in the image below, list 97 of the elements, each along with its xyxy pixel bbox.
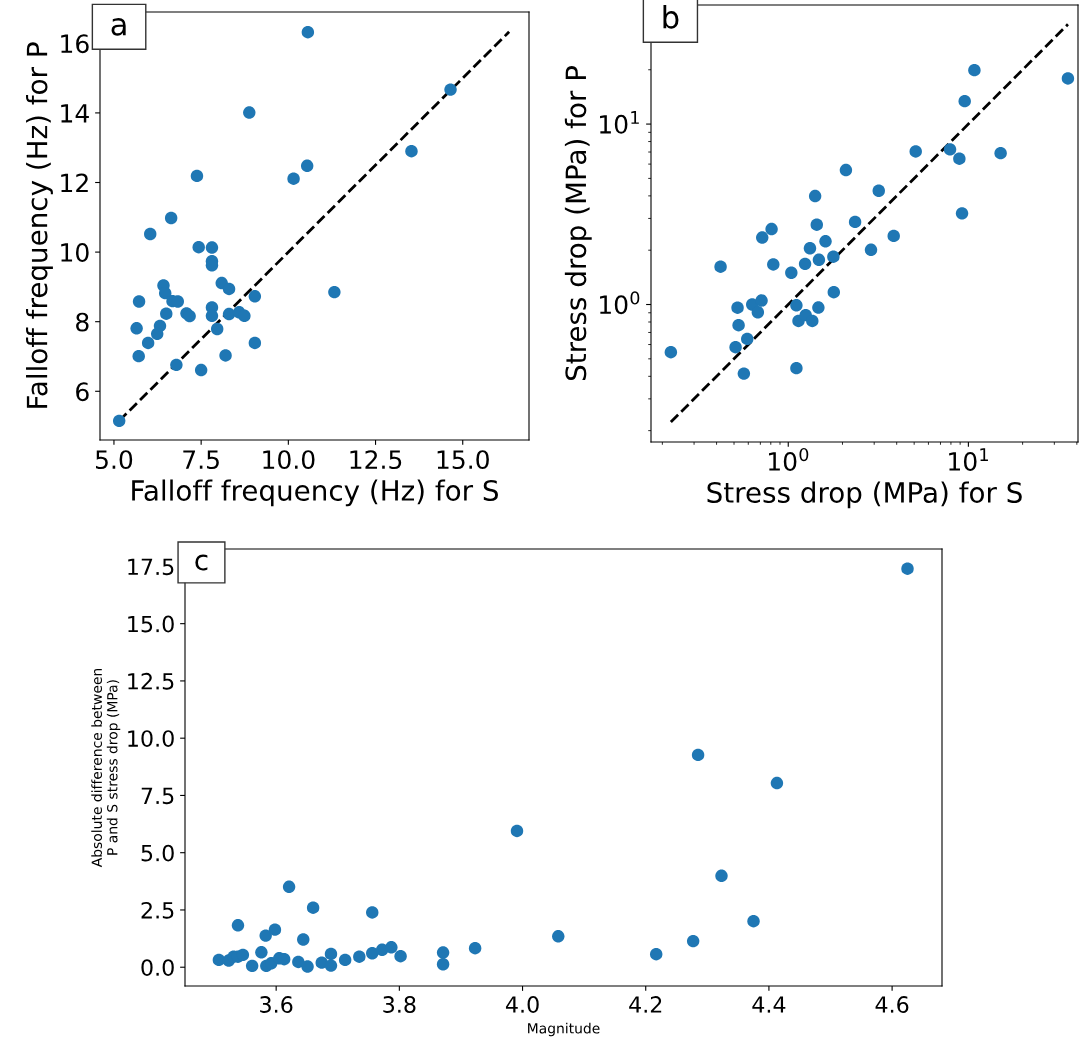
point xyxy=(405,144,418,158)
point xyxy=(649,947,663,961)
point xyxy=(245,959,259,973)
point xyxy=(468,942,482,955)
y-tick-label: 12.5 xyxy=(128,672,174,690)
point xyxy=(770,776,784,790)
point xyxy=(205,241,219,254)
point xyxy=(301,960,314,973)
point xyxy=(552,930,565,943)
point xyxy=(385,941,398,954)
point xyxy=(222,307,236,321)
point xyxy=(444,83,457,96)
point xyxy=(141,336,155,350)
annotation: c xyxy=(195,554,208,571)
point xyxy=(248,290,262,303)
point xyxy=(144,227,157,241)
point xyxy=(366,947,379,960)
point xyxy=(255,946,268,959)
point xyxy=(132,295,146,308)
point xyxy=(238,309,251,322)
x-tick-label: 10$^{1}$ xyxy=(949,448,988,471)
y-axis-title: Absolute difference between P and S stress drop (MPa) xyxy=(91,668,121,868)
point xyxy=(150,327,164,341)
y-tick-label: 16 xyxy=(61,34,89,54)
point xyxy=(297,933,310,946)
x-axis-title: Stress drop (MPa) for S xyxy=(707,481,1022,509)
y-tick-label: 15.0 xyxy=(128,615,174,633)
point xyxy=(436,958,450,971)
point xyxy=(747,914,760,928)
point xyxy=(130,322,143,335)
y-tick-label: 0.0 xyxy=(141,959,174,976)
point xyxy=(324,959,338,972)
x-tick-label: 4.2 xyxy=(629,996,662,1013)
point xyxy=(901,562,914,575)
y-tick-label: 2.5 xyxy=(141,901,174,919)
point xyxy=(686,934,700,948)
x-tick-label: 12.5 xyxy=(350,450,402,470)
x-axis-title: Falloff frequency (Hz) for S xyxy=(132,479,498,507)
point xyxy=(259,929,272,942)
point xyxy=(306,901,320,914)
point xyxy=(300,159,314,173)
x-tick-label: 4.4 xyxy=(752,996,786,1013)
point xyxy=(282,880,296,894)
point xyxy=(231,919,245,932)
point xyxy=(328,285,341,299)
point xyxy=(210,322,224,336)
x-tick-label: 5.0 xyxy=(96,450,133,470)
point xyxy=(715,869,728,883)
y-tick-label: 14 xyxy=(61,104,89,123)
y-tick-label: 7.5 xyxy=(141,787,174,805)
x-tick-label: 4.0 xyxy=(505,996,539,1013)
x-tick-label: 4.6 xyxy=(875,996,909,1013)
point xyxy=(219,349,232,362)
point xyxy=(159,286,172,300)
point xyxy=(366,906,379,919)
y-tick-label: 10.0 xyxy=(128,730,174,747)
point xyxy=(112,414,126,428)
x-tick-label: 7.5 xyxy=(183,450,219,470)
x-tick-label: 3.6 xyxy=(260,996,293,1013)
x-tick-label: 10.0 xyxy=(263,450,315,470)
x-tick-label: 3.8 xyxy=(383,996,416,1013)
x-axis-title: Magnitude xyxy=(528,1022,600,1037)
point xyxy=(190,169,204,183)
point xyxy=(287,172,300,185)
point xyxy=(192,241,205,254)
y-tick-label: 17.5 xyxy=(128,558,174,576)
point xyxy=(164,211,178,225)
y-tick-label: 5.0 xyxy=(141,844,174,862)
point xyxy=(248,336,262,350)
point xyxy=(353,950,366,963)
y-tick-label: 8 xyxy=(76,312,89,332)
point xyxy=(160,307,173,320)
point xyxy=(268,923,282,936)
point xyxy=(132,349,145,363)
point xyxy=(292,955,305,969)
point xyxy=(436,946,450,959)
annotation: b xyxy=(663,5,679,29)
point xyxy=(236,948,250,962)
point xyxy=(394,950,407,963)
point xyxy=(194,363,208,377)
point xyxy=(691,748,705,762)
point xyxy=(510,824,524,838)
point xyxy=(324,947,338,961)
y-tick-label: 10 xyxy=(61,243,89,262)
point xyxy=(222,282,236,296)
point xyxy=(243,106,256,119)
point xyxy=(170,358,183,372)
y-axis-title: Falloff frequency (Hz) for P xyxy=(26,42,53,408)
y-tick-label: 6 xyxy=(76,382,89,402)
point xyxy=(205,309,219,322)
x-tick-label: 10$^{0}$ xyxy=(769,447,809,471)
y-tick-label: 12 xyxy=(61,173,88,192)
point xyxy=(301,25,315,39)
x-tick-label: 15.0 xyxy=(437,450,489,470)
y-axis-title: Stress drop (MPa) for P xyxy=(564,66,592,381)
annotation: a xyxy=(111,18,126,36)
point xyxy=(338,953,352,967)
